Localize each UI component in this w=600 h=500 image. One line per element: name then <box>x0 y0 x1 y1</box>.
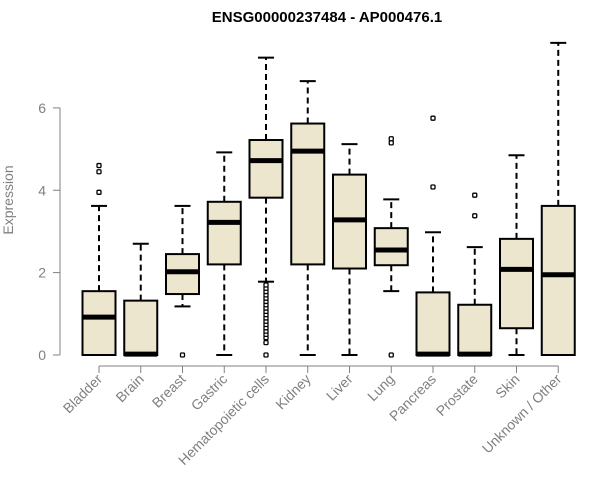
x-category-label: Lung <box>364 371 397 404</box>
box-iqr <box>415 291 451 356</box>
x-category-label: Kidney <box>272 371 314 413</box>
outlier-point <box>430 184 436 190</box>
box-group <box>165 204 200 358</box>
outlier-point <box>430 115 436 121</box>
outlier-point <box>96 162 102 169</box>
box-group <box>415 115 451 357</box>
y-axis-label: Expression <box>0 165 16 234</box>
y-axis: 0 2 4 6 <box>38 100 61 363</box>
box-group <box>540 41 576 356</box>
box-group <box>499 154 534 356</box>
outlier-point <box>472 213 478 219</box>
x-category-label: Bladder <box>60 371 106 417</box>
box-iqr <box>373 227 409 267</box>
y-tick-label: 2 <box>38 265 46 281</box>
box-iqr <box>206 200 242 266</box>
box-iqr <box>81 290 117 356</box>
box-iqr <box>248 139 284 199</box>
x-category-label: Unknown / Other <box>479 371 565 457</box>
outlier-point <box>388 352 394 358</box>
x-category-label: Skin <box>492 371 523 402</box>
outlier-point <box>263 282 269 288</box>
box-group <box>81 162 117 356</box>
box-group <box>290 80 326 356</box>
box-group <box>248 56 284 358</box>
outlier-point <box>96 189 102 195</box>
x-category-label: Breast <box>149 371 189 411</box>
y-tick-label: 6 <box>38 100 46 116</box>
box-group <box>373 136 409 358</box>
chart-title: ENSG00000237484 - AP000476.1 <box>212 9 442 26</box>
outlier-point <box>472 192 478 198</box>
box-iqr <box>540 204 576 356</box>
box-iqr <box>457 303 493 356</box>
y-tick-label: 0 <box>38 347 46 363</box>
outlier-point <box>388 140 394 146</box>
outlier-point <box>388 136 394 142</box>
outlier-point <box>263 352 269 358</box>
box-iqr <box>499 237 534 330</box>
y-tick-label: 4 <box>38 182 46 198</box>
box-group <box>332 143 367 356</box>
box-iqr <box>290 122 326 266</box>
box-group <box>123 242 159 357</box>
x-category-label: Prostate <box>433 371 481 419</box>
x-category-label: Liver <box>323 371 356 404</box>
plot-area <box>81 41 576 358</box>
outlier-point <box>179 352 186 358</box>
box-iqr <box>123 299 159 356</box>
box-group <box>206 151 242 356</box>
box-group <box>457 192 493 357</box>
x-category-label: Brain <box>112 371 146 405</box>
outlier-point <box>263 339 269 346</box>
outlier-point <box>96 169 102 175</box>
